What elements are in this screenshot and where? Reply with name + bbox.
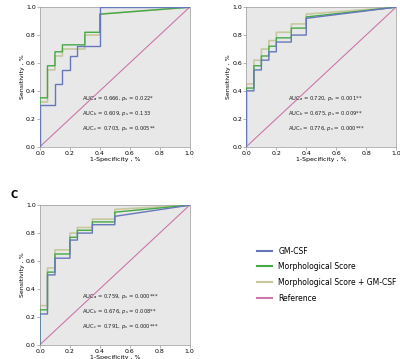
X-axis label: 1-Specificity , %: 1-Specificity , % bbox=[90, 355, 140, 359]
X-axis label: 1-Specificity , %: 1-Specificity , % bbox=[90, 157, 140, 162]
Text: AUC$_a$ = 0.666, $p_s$ = 0.022*: AUC$_a$ = 0.666, $p_s$ = 0.022* bbox=[82, 94, 154, 103]
Text: B: B bbox=[216, 0, 224, 1]
X-axis label: 1-Specificity , %: 1-Specificity , % bbox=[296, 157, 346, 162]
Text: AUC$_c$ = 0.703, $p_s$ = 0.005**: AUC$_c$ = 0.703, $p_s$ = 0.005** bbox=[82, 124, 156, 133]
Text: AUC$_b$ = 0.676, $p_s$ = 0.008**: AUC$_b$ = 0.676, $p_s$ = 0.008** bbox=[82, 307, 157, 316]
Y-axis label: Sensitivity , %: Sensitivity , % bbox=[226, 55, 231, 99]
Text: AUC$_c$ = 0.791, $p_s$ = 0.000***: AUC$_c$ = 0.791, $p_s$ = 0.000*** bbox=[82, 322, 159, 331]
Text: C: C bbox=[10, 190, 17, 200]
Text: AUC$_c$ = 0.776, $p_s$ = 0.000***: AUC$_c$ = 0.776, $p_s$ = 0.000*** bbox=[288, 124, 365, 133]
Text: AUC$_b$ = 0.609, $p_s$ = 0.133: AUC$_b$ = 0.609, $p_s$ = 0.133 bbox=[82, 109, 151, 118]
Text: AUC$_b$ = 0.675, $p_s$ = 0.009**: AUC$_b$ = 0.675, $p_s$ = 0.009** bbox=[288, 109, 363, 118]
Text: AUC$_a$ = 0.759, $p_s$ = 0.000***: AUC$_a$ = 0.759, $p_s$ = 0.000*** bbox=[82, 292, 159, 300]
Text: AUC$_a$ = 0.720, $p_s$ = 0.001**: AUC$_a$ = 0.720, $p_s$ = 0.001** bbox=[288, 94, 363, 103]
Text: A: A bbox=[10, 0, 18, 1]
Y-axis label: Sensitivity , %: Sensitivity , % bbox=[20, 252, 24, 297]
Legend: GM-CSF, Morphological Score, Morphological Score + GM-CSF, Reference: GM-CSF, Morphological Score, Morphologic… bbox=[254, 243, 400, 306]
Y-axis label: Sensitivity , %: Sensitivity , % bbox=[20, 55, 24, 99]
